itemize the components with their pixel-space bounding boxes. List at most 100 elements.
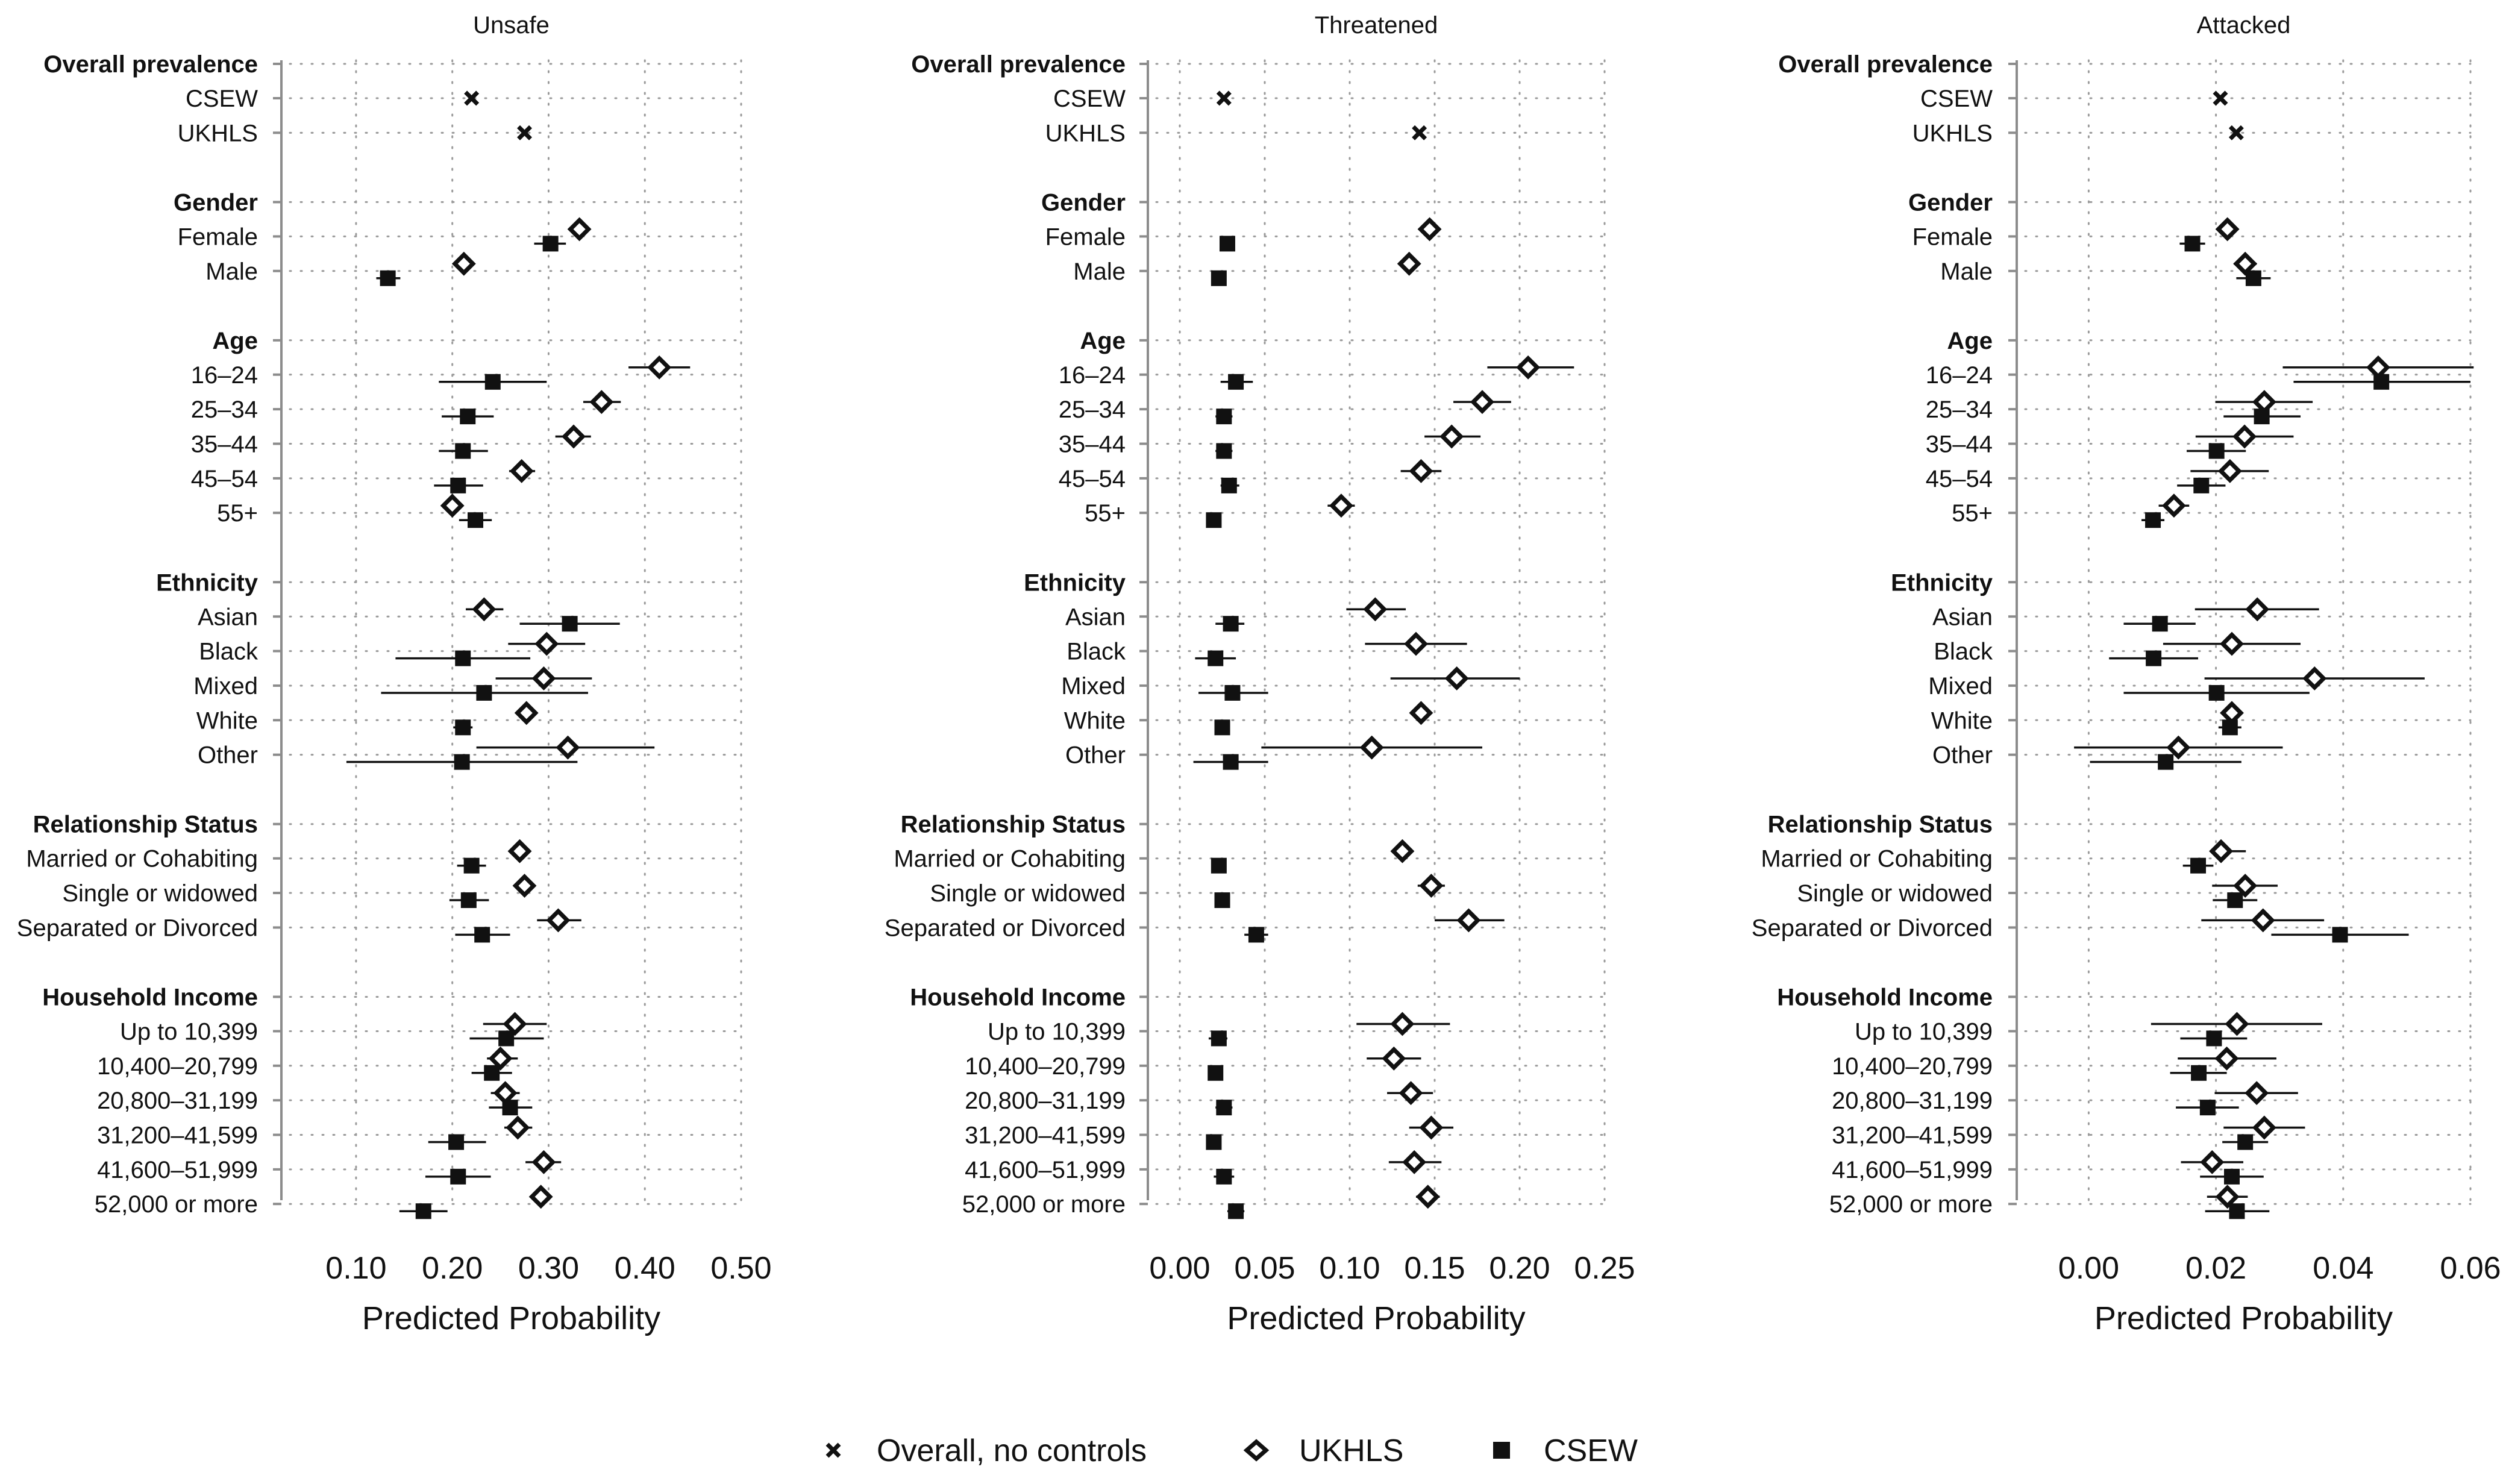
category-label: Separated or Divorced [17,915,258,941]
x-tick-label: 0.20 [422,1251,483,1286]
panel-title: Attacked [2197,12,2291,39]
category-label: 10,400–20,799 [97,1053,258,1080]
csew-marker [484,1065,500,1081]
ukhls-marker [1409,459,1433,483]
csew-marker [2332,927,2348,943]
ukhls-marker [1390,839,1415,863]
ukhls-marker [1417,217,1442,242]
group-header: Age [1947,328,1993,354]
ukhls-marker [534,631,559,656]
category-label: Female [178,224,258,250]
overall-marker-stroke [2228,125,2244,140]
category-label: 41,600–51,999 [1832,1157,1993,1183]
x-tick-label: 0.30 [518,1251,579,1286]
category-label: Up to 10,399 [1855,1018,1993,1045]
x-axis-label: Predicted Probability [1227,1300,1525,1336]
csew-marker [2254,409,2270,425]
category-label: Asian [1932,604,1993,630]
csew-marker [463,857,480,874]
ukhls-marker [2245,1081,2269,1106]
csew-marker [1214,719,1230,736]
csew-marker [2227,892,2243,909]
ukhls-marker [2220,701,2244,725]
category-label: Single or widowed [1797,880,1993,907]
csew-marker [455,443,471,459]
category-label: 41,600–51,999 [97,1157,258,1183]
category-label: Black [1934,639,1993,665]
category-label: 55+ [217,500,258,527]
csew-marker [2208,443,2225,459]
legend: Overall, no controls UKHLS CSEW [825,1433,1638,1468]
ukhls-marker [2200,1150,2225,1174]
category-label: 41,600–51,999 [965,1157,1126,1183]
category-label: Up to 10,399 [988,1018,1126,1045]
ukhls-marker [2217,459,2242,483]
csew-marker [2146,650,2162,666]
ukhls-marker [440,493,465,518]
category-label: UKHLS [1045,120,1126,146]
category-label: UKHLS [1912,120,1993,146]
panel-attacked: Attacked Overall prevalence CSEW UKHLS Gende… [1752,12,2501,1336]
ukhls-marker [556,735,580,760]
group-header: Ethnicity [1024,569,1126,596]
category-label: 52,000 or more [962,1191,1126,1218]
ukhls-marker [2161,493,2186,518]
category-label: White [196,707,258,734]
ukhls-marker [2245,597,2270,622]
legend-marker-csew [1493,1442,1510,1459]
category-label: 35–44 [1926,431,1993,458]
csew-marker [2245,270,2261,286]
overall-marker-stroke [517,125,532,140]
category-label: Black [1067,639,1126,665]
category-label: Male [205,258,258,285]
category-label: 16–24 [1059,362,1126,389]
category-label: Asian [198,604,258,630]
ukhls-marker [589,390,614,415]
csew-marker [2145,512,2161,528]
ukhls-marker [1329,493,1353,518]
category-label: 20,800–31,199 [97,1088,258,1114]
ukhls-marker [493,1081,518,1106]
category-label: Separated or Divorced [1752,915,1993,941]
ukhls-marker [2214,1046,2239,1071]
csew-marker [1211,270,1227,286]
ukhls-marker [2232,424,2257,449]
x-tick-label: 0.20 [1489,1251,1550,1286]
group-header: Relationship Status [1768,812,1993,838]
category-label: Separated or Divorced [885,915,1126,941]
category-label: UKHLS [178,120,258,146]
x-tick-label: 0.15 [1404,1251,1465,1286]
legend-label-overall: Overall, no controls [877,1433,1147,1468]
csew-marker [2373,374,2390,390]
group-header: Overall prevalence [43,51,258,78]
ukhls-marker [1444,666,1469,690]
ukhls-marker [2252,1115,2276,1140]
group-header: Household Income [1777,984,1993,1010]
x-tick-label: 0.40 [615,1251,675,1286]
csew-marker [1228,1203,1244,1219]
category-label: 45–54 [191,466,258,492]
ukhls-marker [1409,701,1433,725]
category-label: Other [1932,742,1993,769]
group-header: Relationship Status [33,812,258,838]
csew-marker [1223,754,1239,770]
ukhls-marker [1404,631,1428,656]
overall-marker [2228,125,2244,140]
category-label: 10,400–20,799 [1832,1053,1993,1080]
category-label: Married or Cohabiting [26,846,258,872]
overall-marker [517,125,532,140]
x-tick-label: 0.00 [1149,1251,1210,1286]
csew-marker [2184,236,2201,252]
ukhls-marker [509,459,534,483]
ukhls-marker [567,217,592,242]
category-label: 25–34 [1059,396,1126,423]
ukhls-marker [531,666,556,690]
csew-marker [448,1134,465,1150]
csew-marker [1216,1168,1232,1185]
x-tick-label: 0.25 [1574,1251,1635,1286]
category-label: 31,200–41,599 [965,1122,1126,1149]
ukhls-marker [512,874,537,898]
csew-marker [1211,857,1227,874]
ukhls-marker [1363,597,1388,622]
